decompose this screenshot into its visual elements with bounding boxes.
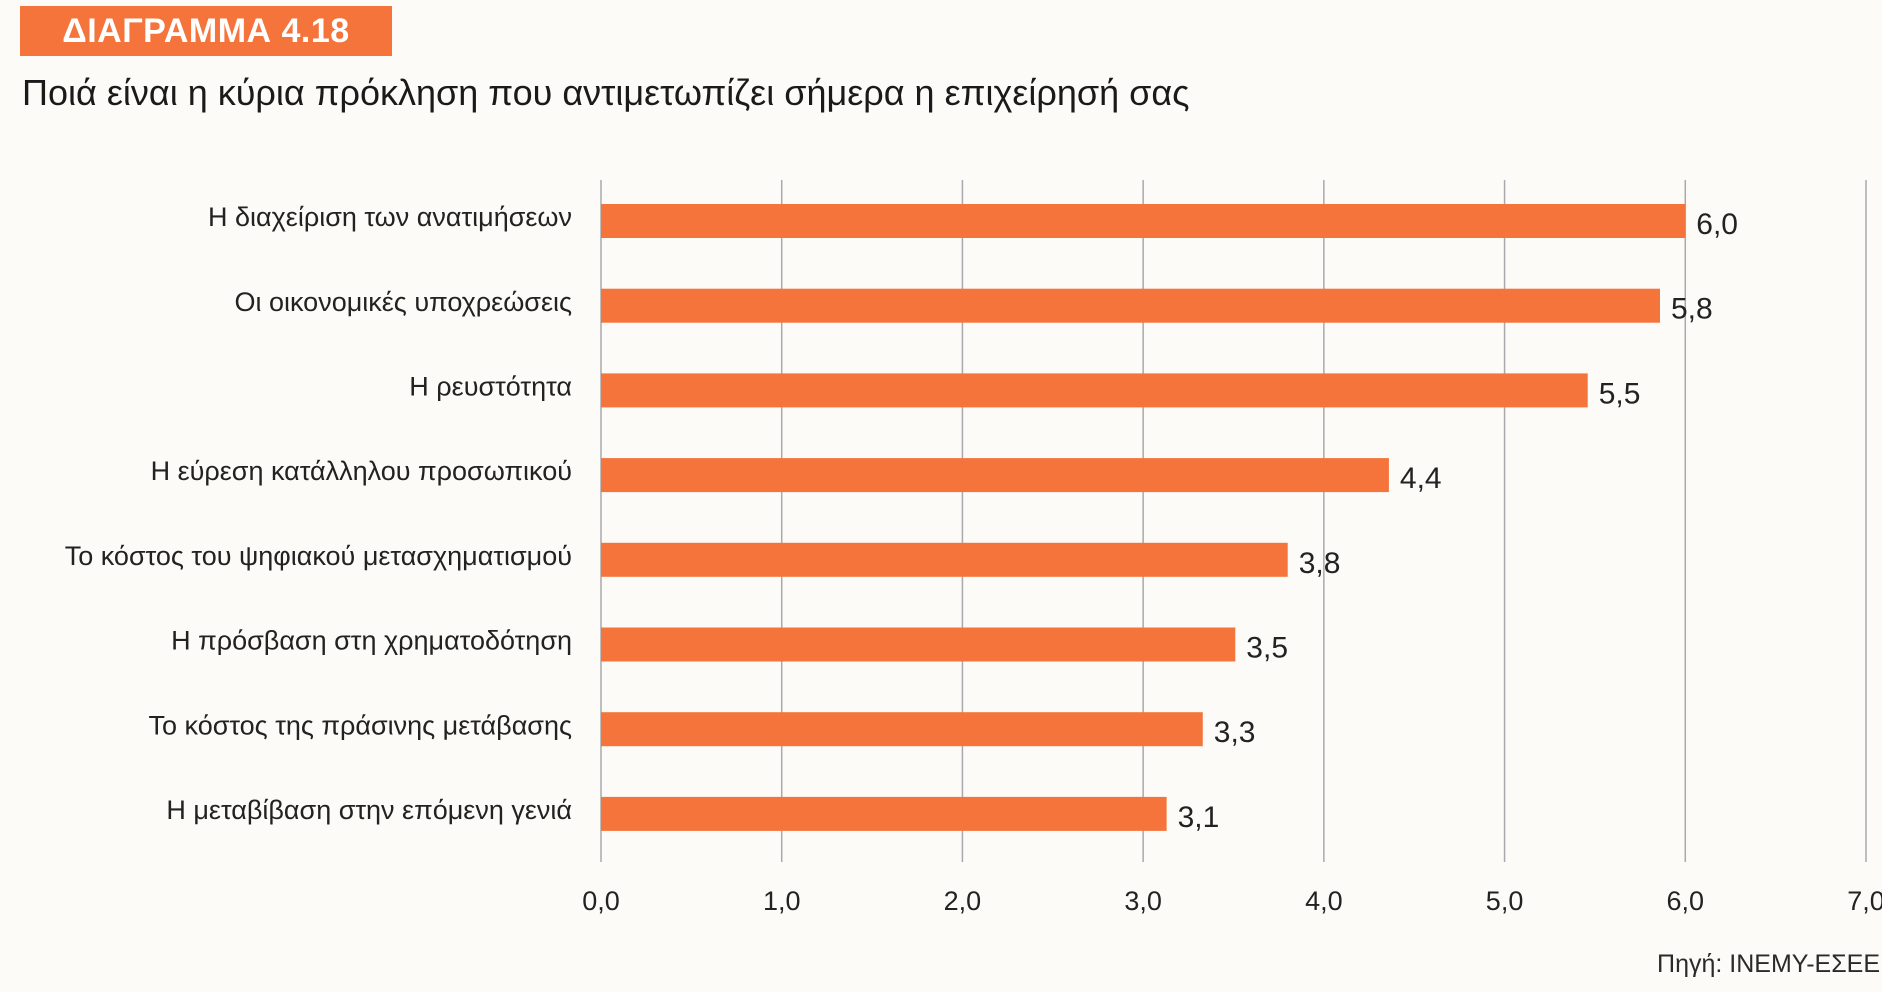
bar <box>601 542 1288 577</box>
value-labels: 6,0 5,8 5,5 4,4 3,8 3,5 3,3 3,1 <box>1178 208 1738 834</box>
category-label: Οι οικονομικές υποχρεώσεις <box>235 287 573 317</box>
bar <box>601 373 1588 408</box>
category-label: Το κόστος της πράσινης μετάβασης <box>148 710 572 740</box>
category-labels: Η διαχείριση των ανατιμήσεων Οι οικονομικ… <box>65 202 572 825</box>
figure-number-badge: ΔΙΑΓΡΑΜΜΑ 4.18 <box>20 6 392 56</box>
data-label: 5,5 <box>1599 377 1641 410</box>
bar <box>601 796 1167 831</box>
category-label: Η εύρεση κατάλληλου προσωπικού <box>151 456 572 486</box>
category-label: Η ρευστότητα <box>409 372 572 402</box>
category-label: Το κόστος του ψηφιακού μετασχηματισμού <box>65 541 572 571</box>
x-tick-label: 6,0 <box>1667 886 1705 916</box>
data-label: 4,4 <box>1400 462 1442 495</box>
data-label: 3,8 <box>1299 547 1341 580</box>
source-note: Πηγή: ΙΝΕΜΥ-ΕΣΕΕ <box>1657 950 1880 978</box>
x-axis-tick-labels: 0,0 1,0 2,0 3,0 4,0 5,0 6,0 7,0 <box>582 886 1882 916</box>
x-tick-label: 2,0 <box>944 886 982 916</box>
gridlines <box>600 180 1867 862</box>
bar <box>601 204 1686 238</box>
category-label: Η διαχείριση των ανατιμήσεων <box>208 202 572 232</box>
data-label: 3,5 <box>1246 632 1288 665</box>
bar <box>601 627 1236 662</box>
bar <box>601 458 1389 493</box>
data-label: 3,3 <box>1214 716 1256 749</box>
x-tick-label: 0,0 <box>582 886 620 916</box>
chart-title: Ποιά είναι η κύρια πρόκληση που αντιμετω… <box>22 72 1190 113</box>
x-tick-label: 1,0 <box>763 886 801 916</box>
category-label: Η μεταβίβαση στην επόμενη γενιά <box>166 795 572 825</box>
data-label: 6,0 <box>1696 208 1738 241</box>
data-label: 3,1 <box>1178 801 1220 834</box>
category-label: Η πρόσβαση στη χρηματοδότηση <box>171 626 572 656</box>
x-tick-label: 7,0 <box>1847 886 1882 916</box>
bar <box>601 712 1203 747</box>
x-tick-label: 4,0 <box>1305 886 1343 916</box>
data-label: 5,8 <box>1671 293 1713 326</box>
x-tick-label: 5,0 <box>1486 886 1524 916</box>
bar <box>601 288 1660 323</box>
x-tick-label: 3,0 <box>1124 886 1162 916</box>
bars <box>601 204 1686 831</box>
